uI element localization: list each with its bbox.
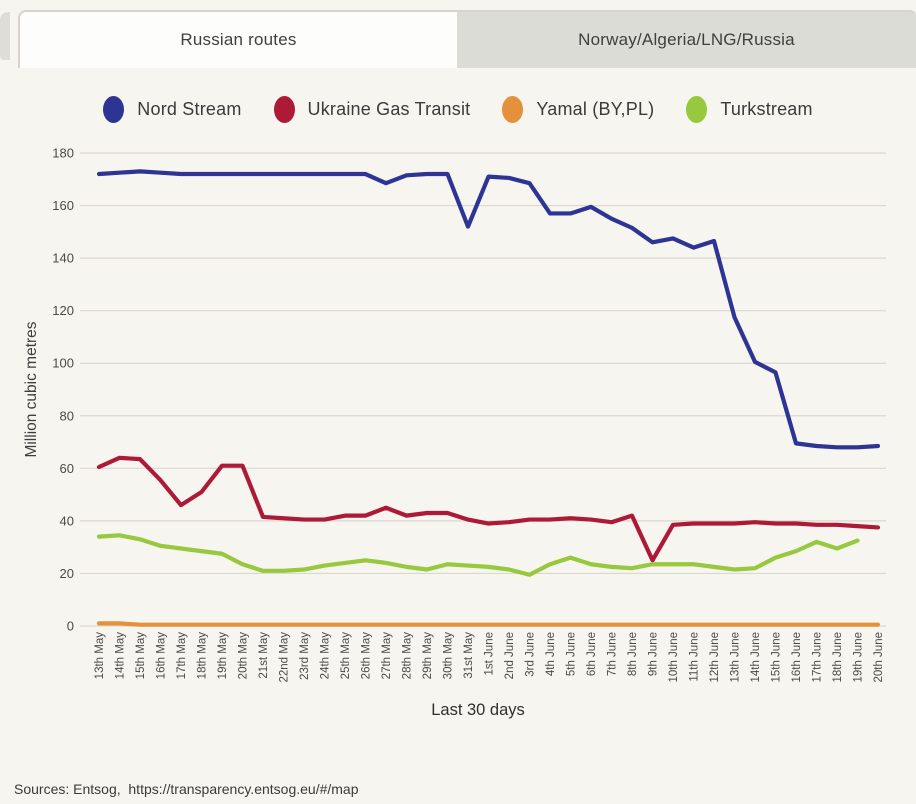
- x-tick-label: 9th June: [648, 632, 660, 676]
- legend-dot-yamal-by-pl: [502, 96, 524, 123]
- x-tick-label: 30th May: [443, 632, 455, 680]
- x-tick-label: 20th May: [238, 632, 250, 680]
- tab-russian-routes[interactable]: Russian routes: [18, 10, 457, 68]
- x-tick-label: 25th May: [340, 632, 352, 680]
- x-tick-label: 10th June: [668, 632, 680, 683]
- y-tick-label: 100: [52, 356, 74, 371]
- legend-dot-ukraine-gas-transit: [273, 96, 295, 123]
- x-tick-label: 18th June: [832, 632, 844, 683]
- x-tick-label: 26th May: [361, 632, 373, 680]
- chart-legend: Nord Stream Ukraine Gas Transit Yamal (BY,…: [0, 96, 916, 123]
- y-tick-label: 80: [60, 408, 74, 423]
- source-note: Sources: Entsog, https://transparency.en…: [14, 781, 359, 797]
- gridlines: [80, 152, 886, 627]
- y-tick-label: 20: [60, 566, 74, 581]
- x-tick-label: 16th May: [156, 632, 168, 680]
- legend-label: Nord Stream: [137, 99, 242, 119]
- legend-item-ukraine-gas-transit[interactable]: Ukraine Gas Transit: [273, 96, 471, 123]
- legend-item-yamal-by-pl[interactable]: Yamal (BY,PL): [502, 96, 654, 123]
- x-axis-label: Last 30 days: [431, 701, 525, 719]
- series-line-nord-stream: [96, 169, 881, 450]
- y-tick-label: 160: [52, 198, 74, 213]
- x-tick-label: 23rd May: [299, 632, 311, 680]
- x-tick-label: 18th May: [197, 632, 209, 680]
- x-tick-label: 4th June: [545, 632, 557, 676]
- x-tick-label: 16th June: [791, 632, 803, 683]
- x-tick-label: 15th May: [135, 632, 147, 680]
- x-tick-label: 7th June: [607, 632, 619, 676]
- x-tick-label: 31st May: [463, 632, 475, 679]
- line-chart: 0 20 40 60 80 100 120 140 160 180 Million cubic me…: [23, 146, 886, 719]
- x-tick-label: 22nd May: [279, 632, 291, 683]
- x-tick-label: 14th June: [750, 632, 762, 683]
- x-tick-label: 15th June: [771, 632, 783, 683]
- y-tick-label: 0: [67, 619, 74, 634]
- legend-dot-nord-stream: [103, 96, 125, 123]
- y-tick-label: 180: [52, 146, 74, 161]
- legend-label: Ukraine Gas Transit: [307, 99, 471, 119]
- series-line-turkstream: [96, 533, 860, 577]
- x-tick-label: 20th June: [873, 632, 885, 683]
- x-tick-label: 17th June: [812, 632, 824, 683]
- series-line-ukraine-gas-transit: [96, 455, 881, 563]
- legend-item-nord-stream[interactable]: Nord Stream: [103, 96, 241, 123]
- tab-bar-edge: [0, 12, 10, 60]
- x-tick-label: 8th June: [627, 632, 639, 676]
- tab-bar: Russian routes Norway/Algeria/LNG/Russia: [0, 10, 916, 68]
- x-tick-label: 19th June: [853, 632, 865, 683]
- x-tick-label: 3rd June: [525, 632, 537, 677]
- y-tick-label: 40: [60, 513, 74, 528]
- y-tick-label: 140: [52, 251, 74, 266]
- x-tick-label: 21st May: [258, 632, 270, 679]
- x-tick-label: 24th May: [320, 632, 332, 680]
- legend-item-turkstream[interactable]: Turkstream: [686, 96, 813, 123]
- tab-norway-algeria-lng-russia[interactable]: Norway/Algeria/LNG/Russia: [457, 10, 916, 68]
- x-tick-label: 19th May: [217, 632, 229, 680]
- y-axis-label: Million cubic metres: [23, 321, 40, 457]
- y-tick-label: 120: [52, 303, 74, 318]
- legend-dot-turkstream: [686, 96, 708, 123]
- y-tick-label: 60: [60, 461, 74, 476]
- legend-label: Turkstream: [720, 99, 813, 119]
- x-tick-label: 6th June: [586, 632, 598, 676]
- x-tick-label: 13th June: [730, 632, 742, 683]
- x-tick-label: 29th May: [422, 632, 434, 680]
- x-tick-label: 11th June: [689, 632, 701, 682]
- chart-area: 0 20 40 60 80 100 120 140 160 180 Million cubic me…: [0, 135, 916, 747]
- series-line-yamal-by-pl: [96, 621, 881, 627]
- x-tick-label: 27th May: [381, 632, 393, 680]
- x-tick-label: 13th May: [94, 632, 106, 680]
- x-tick-label: 28th May: [402, 632, 414, 680]
- legend-label: Yamal (BY,PL): [536, 99, 655, 119]
- x-tick-label: 12th June: [709, 632, 721, 683]
- x-tick-label: 1st June: [484, 632, 496, 675]
- x-tick-label: 14th May: [115, 632, 127, 680]
- x-tick-label: 17th May: [176, 632, 188, 680]
- x-tick-label: 2nd June: [504, 632, 516, 679]
- x-tick-label: 5th June: [566, 632, 578, 676]
